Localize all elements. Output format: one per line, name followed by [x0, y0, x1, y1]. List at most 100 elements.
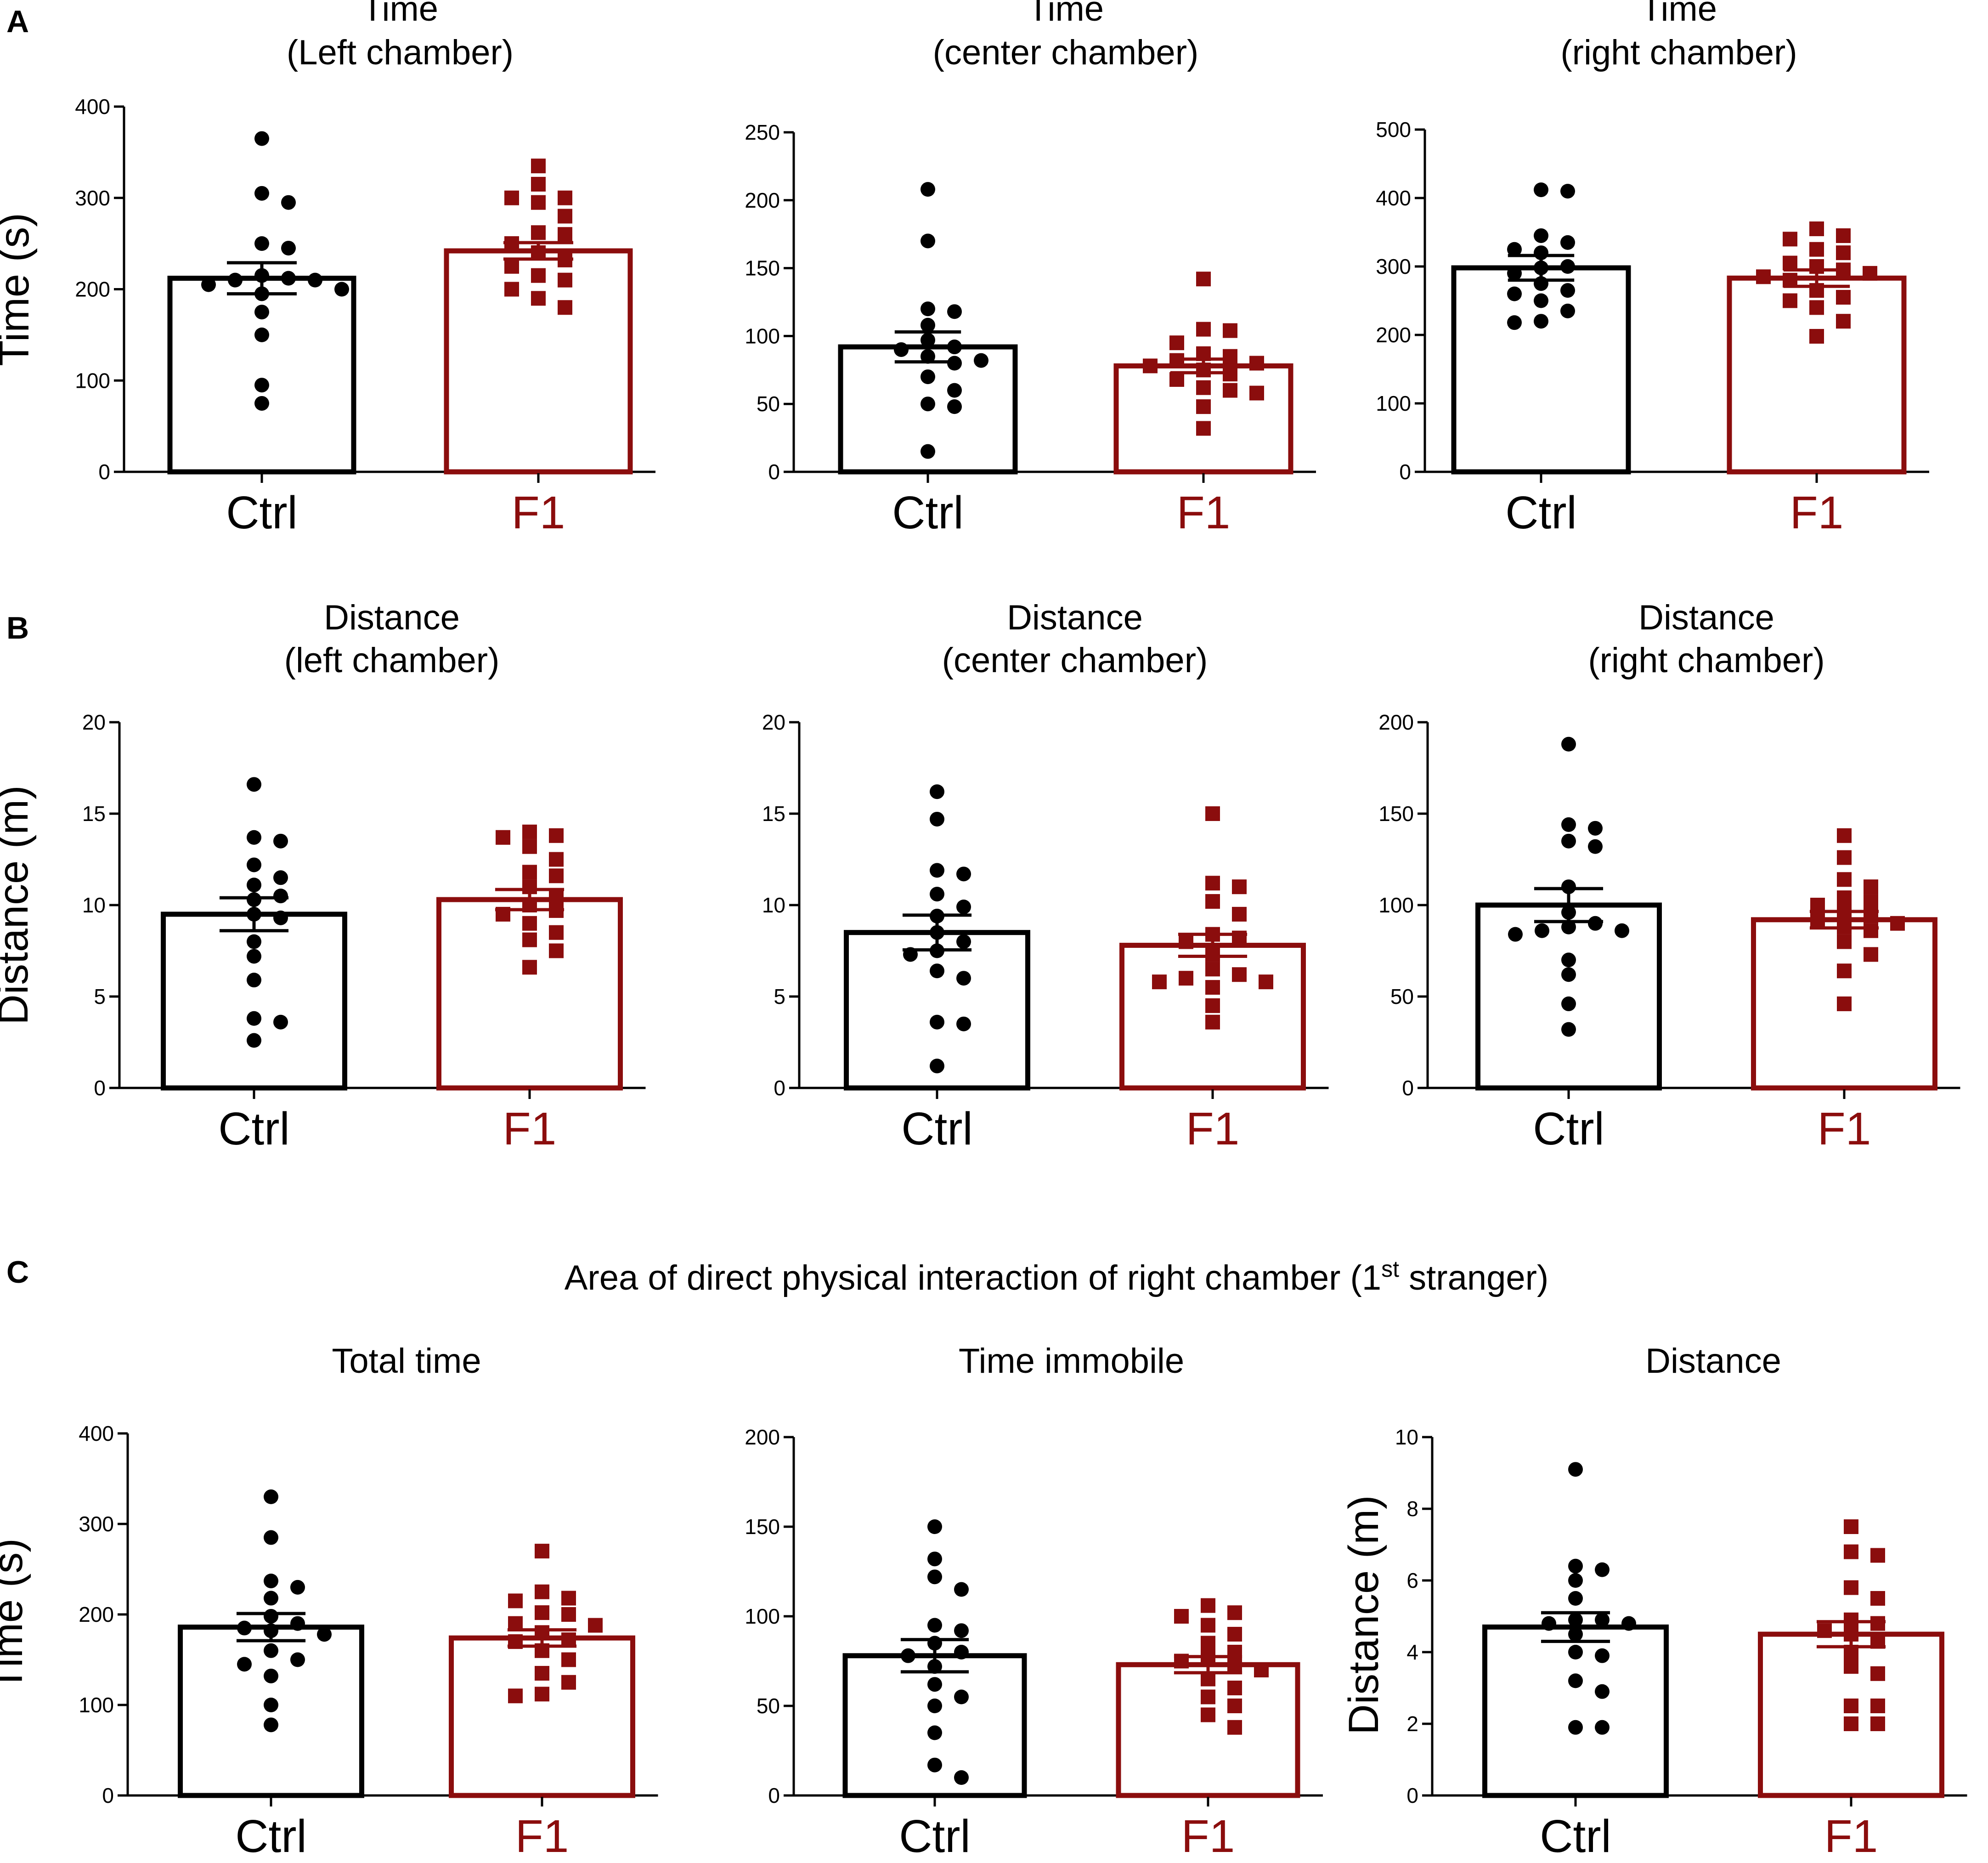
data-point-ctrl	[247, 857, 261, 872]
data-point-f1	[558, 190, 572, 205]
data-point-f1	[1844, 1544, 1858, 1559]
data-point-ctrl	[1561, 879, 1576, 895]
x-category-label: F1	[515, 1811, 569, 1862]
data-point-f1	[496, 830, 510, 845]
data-point-ctrl	[1534, 228, 1548, 243]
data-point-f1	[561, 1652, 576, 1667]
data-point-f1	[1837, 850, 1852, 865]
data-point-ctrl	[247, 878, 261, 893]
data-point-f1	[1196, 399, 1211, 414]
x-category-label: F1	[512, 487, 565, 538]
data-point-f1	[1196, 272, 1211, 287]
data-point-f1	[535, 1687, 549, 1702]
y-tick-label: 400	[75, 95, 110, 119]
data-point-ctrl	[237, 1620, 252, 1636]
data-point-f1	[535, 1625, 549, 1640]
data-point-f1	[531, 159, 546, 174]
data-point-f1	[1870, 1616, 1885, 1631]
data-point-f1	[1863, 266, 1877, 281]
data-point-f1	[1844, 1612, 1858, 1627]
data-point-f1	[531, 291, 546, 306]
chart-subtitle: (center chamber)	[933, 33, 1199, 72]
y-tick-label: 50	[757, 392, 780, 416]
chart-subtitle: (right chamber)	[1560, 33, 1797, 72]
data-point-ctrl	[1534, 182, 1548, 198]
data-point-ctrl	[1568, 1627, 1583, 1642]
data-point-f1	[549, 852, 564, 867]
y-tick-label: 15	[82, 802, 106, 826]
data-point-ctrl	[1507, 242, 1522, 257]
data-point-ctrl	[281, 241, 296, 256]
data-point-f1	[1837, 934, 1852, 949]
data-point-f1	[1809, 328, 1824, 344]
y-tick-label: 0	[768, 1784, 780, 1807]
chart-subtitle: (center chamber)	[942, 641, 1208, 680]
y-tick-label: 150	[1378, 802, 1414, 826]
y-tick-label: 100	[75, 368, 110, 392]
chart-title: Distance	[1645, 1342, 1781, 1381]
data-point-ctrl	[264, 1608, 278, 1624]
y-tick-label: 15	[762, 802, 785, 826]
data-point-ctrl	[1568, 1720, 1583, 1735]
data-point-ctrl	[1534, 276, 1548, 291]
chart-9: Distance 0 2 4 6 8 10 Distance (m) Ctrl F1	[1340, 1342, 1967, 1862]
data-point-f1	[508, 1616, 523, 1631]
data-point-ctrl	[903, 947, 918, 962]
data-point-ctrl	[921, 396, 935, 412]
data-point-f1	[1870, 1699, 1885, 1713]
data-point-ctrl	[1507, 286, 1522, 301]
data-point-f1	[1783, 255, 1797, 271]
data-point-f1	[1201, 1671, 1215, 1687]
data-point-f1	[1227, 1699, 1242, 1713]
data-point-ctrl	[930, 1014, 944, 1030]
data-point-f1	[1223, 323, 1237, 338]
section-c-title-tail: stranger)	[1399, 1258, 1548, 1297]
data-point-ctrl	[1615, 923, 1629, 938]
data-point-ctrl	[930, 1059, 944, 1074]
data-point-ctrl	[273, 1014, 288, 1030]
data-point-f1	[1836, 314, 1851, 329]
data-point-f1	[1809, 300, 1824, 315]
data-point-f1	[1890, 916, 1905, 931]
data-point-ctrl	[254, 396, 269, 411]
data-point-ctrl	[1561, 919, 1576, 934]
data-point-f1	[1174, 1653, 1189, 1669]
data-point-f1	[531, 195, 546, 210]
data-point-f1	[535, 1584, 549, 1599]
y-tick-label: 200	[75, 277, 110, 301]
data-point-ctrl	[308, 272, 322, 288]
y-tick-label: 300	[75, 186, 110, 210]
x-category-label: Ctrl	[218, 1103, 290, 1155]
data-point-ctrl	[254, 305, 269, 320]
x-category-label: Ctrl	[235, 1811, 307, 1862]
data-point-f1	[1232, 967, 1247, 982]
data-point-f1	[1844, 1699, 1858, 1713]
chart-3: Time (right chamber) 0 100 200 300 400 500 Ctrl F…	[1376, 0, 1929, 538]
data-point-f1	[549, 943, 564, 958]
data-point-ctrl	[947, 340, 962, 355]
data-point-ctrl	[921, 182, 935, 197]
chart-title: Total time	[332, 1342, 481, 1381]
y-tick-label: 0	[98, 460, 110, 484]
y-tick-label: 10	[82, 893, 106, 917]
data-point-f1	[1837, 890, 1852, 906]
data-point-f1	[1844, 1627, 1858, 1642]
data-point-f1	[561, 1607, 576, 1622]
data-point-ctrl	[930, 811, 944, 827]
data-point-f1	[1223, 367, 1237, 382]
data-point-ctrl	[290, 1580, 305, 1595]
data-point-ctrl	[930, 925, 944, 940]
data-point-f1	[558, 252, 572, 267]
data-point-f1	[504, 282, 519, 297]
data-point-ctrl	[956, 866, 971, 882]
chart-7: Total time 0 100 200 300 400 Time (s) Ctrl F1	[0, 1342, 658, 1862]
data-point-f1	[1196, 346, 1211, 361]
data-point-f1	[1169, 372, 1184, 387]
data-point-f1	[1809, 221, 1824, 237]
data-point-ctrl	[1595, 1720, 1610, 1735]
data-point-f1	[1844, 1659, 1858, 1674]
data-point-f1	[535, 1544, 549, 1559]
data-point-f1	[1864, 894, 1878, 909]
data-point-ctrl	[921, 444, 935, 459]
data-point-f1	[496, 906, 510, 922]
